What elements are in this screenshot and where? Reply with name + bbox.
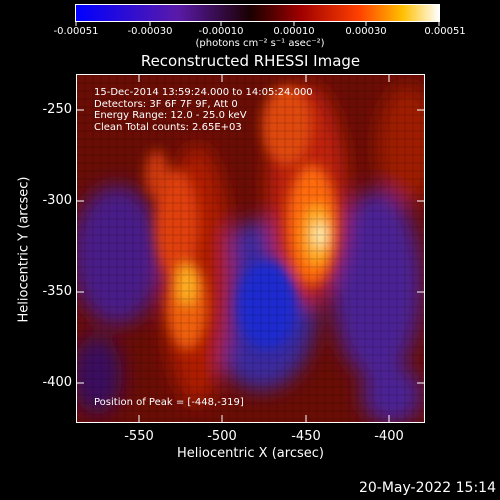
colorbar-tick-label: 0.00051 — [424, 26, 466, 37]
y-tick-label: -400 — [42, 375, 72, 390]
colorbar-ticks — [75, 22, 440, 26]
colorbar-tick-label: -0.00030 — [127, 26, 173, 37]
plot-area — [76, 74, 425, 423]
x-axis-label: Heliocentric X (arcsec) — [177, 446, 324, 461]
colorbar-tick-label: 0.00010 — [273, 26, 315, 37]
info-time-range: 15-Dec-2014 13:59:24.000 to 14:05:24.000 — [94, 87, 313, 98]
footer-timestamp: 20-May-2022 15:14 — [358, 480, 496, 496]
x-tick-label: -550 — [124, 429, 154, 444]
peak-position: Position of Peak = [-448,-319] — [94, 397, 244, 408]
y-tick-label: -300 — [42, 193, 72, 208]
colorbar-tick-label: -0.00010 — [198, 26, 244, 37]
colorbar-gradient — [76, 5, 439, 21]
colorbar-tick-label: -0.00051 — [53, 26, 99, 37]
x-tick-label: -500 — [207, 429, 237, 444]
y-tick-label: -350 — [42, 284, 72, 299]
info-detectors: Detectors: 3F 6F 7F 9F, Att 0 — [94, 98, 238, 110]
colorbar-tick-label: 0.00030 — [345, 26, 387, 37]
info-energy-range: Energy Range: 12.0 - 25.0 keV — [94, 110, 247, 121]
observation-info: 15-Dec-2014 13:59:24.000 to 14:05:24.000… — [94, 87, 313, 133]
x-tick-label: -400 — [374, 429, 404, 444]
y-axis-label: Heliocentric Y (arcsec) — [16, 176, 32, 323]
colorbar — [75, 4, 440, 22]
info-algorithm-counts: Clean Total counts: 2.65E+03 — [94, 121, 242, 133]
y-tick-label: -250 — [42, 102, 72, 117]
rhessi-image — [77, 75, 424, 422]
colorbar-units-label: (photons cm⁻² s⁻¹ asec⁻²) — [195, 38, 325, 49]
plot-title: Reconstructed RHESSI Image — [140, 52, 361, 70]
x-tick-label: -450 — [291, 429, 321, 444]
